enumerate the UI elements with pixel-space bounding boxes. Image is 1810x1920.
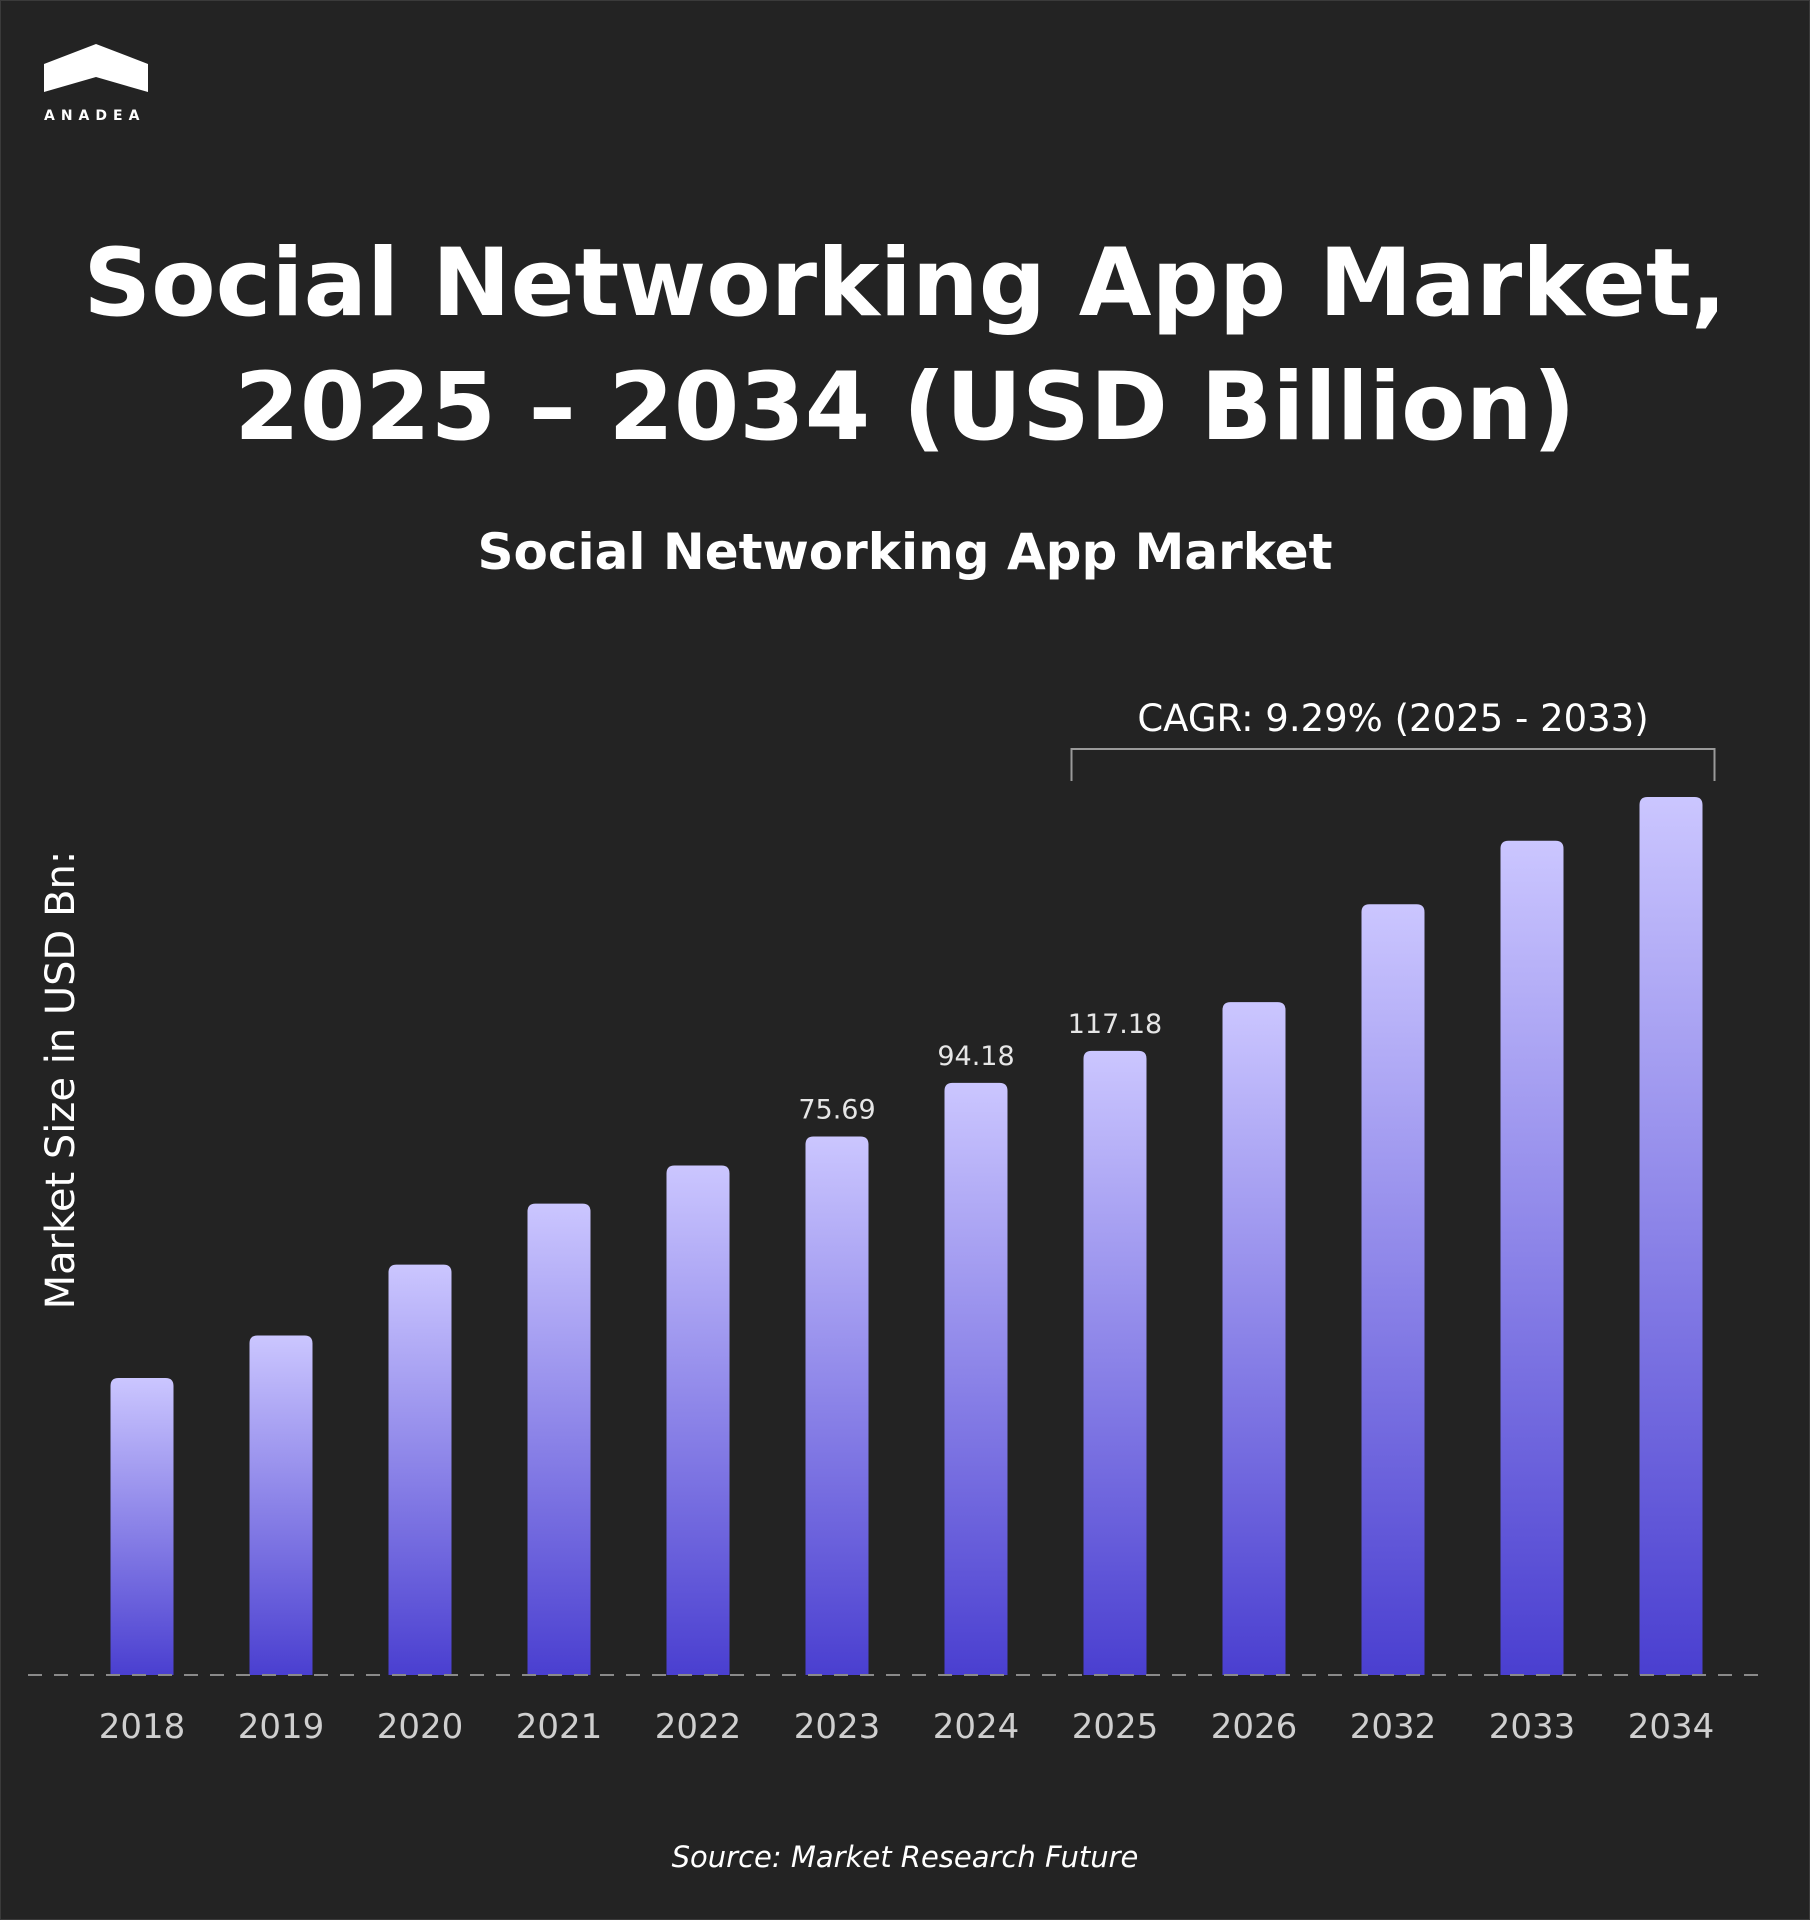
- page-title-line-1: Social Networking App Market,: [83, 229, 1727, 338]
- cagr-annotation: CAGR: 9.29% (2025 - 2033): [1137, 697, 1648, 740]
- x-tick-label-2024: 2024: [933, 1707, 1020, 1747]
- source-note: Source: Market Research Future: [671, 1840, 1139, 1874]
- x-tick-label-2021: 2021: [516, 1707, 603, 1747]
- bar-2025: [1083, 1050, 1147, 1675]
- x-tick-label-2033: 2033: [1489, 1707, 1576, 1747]
- x-tick-label-2025: 2025: [1072, 1707, 1159, 1747]
- bar-2020: [388, 1264, 452, 1675]
- data-label-2025: 117.18: [1068, 1009, 1162, 1040]
- data-label-2023: 75.69: [798, 1094, 875, 1125]
- x-tick-label-2034: 2034: [1628, 1707, 1715, 1747]
- chart-title: Social Networking App Market: [477, 523, 1333, 581]
- bar-2034: [1639, 797, 1703, 1675]
- anadea-logo: ANADEA: [44, 44, 154, 124]
- bar-2023: [805, 1136, 869, 1675]
- bar-2033: [1500, 840, 1564, 1675]
- x-tick-label-2022: 2022: [655, 1707, 742, 1747]
- bar-2024: [944, 1082, 1008, 1675]
- x-tick-label-2019: 2019: [238, 1707, 325, 1747]
- x-tick-label-2026: 2026: [1211, 1707, 1298, 1747]
- x-tick-label-2020: 2020: [377, 1707, 464, 1747]
- bar-2019: [249, 1335, 313, 1675]
- x-tick-label-2032: 2032: [1350, 1707, 1437, 1747]
- x-tick-label-2018: 2018: [99, 1707, 186, 1747]
- house-roof-icon: [44, 44, 148, 92]
- bar-2022: [666, 1165, 730, 1675]
- x-tick-label-2023: 2023: [794, 1707, 881, 1747]
- page-title-line-2: 2025 – 2034 (USD Billion): [234, 353, 1576, 462]
- page-title: Social Networking App Market, 2025 – 203…: [0, 222, 1810, 470]
- cagr-bracket: [1070, 748, 1716, 781]
- bar-2026: [1222, 1002, 1286, 1675]
- bar-2018: [110, 1378, 174, 1675]
- bar-2032: [1361, 904, 1425, 1675]
- logo-wordmark: ANADEA: [44, 108, 146, 124]
- bar-2021: [527, 1203, 591, 1675]
- data-label-2024: 94.18: [937, 1041, 1014, 1072]
